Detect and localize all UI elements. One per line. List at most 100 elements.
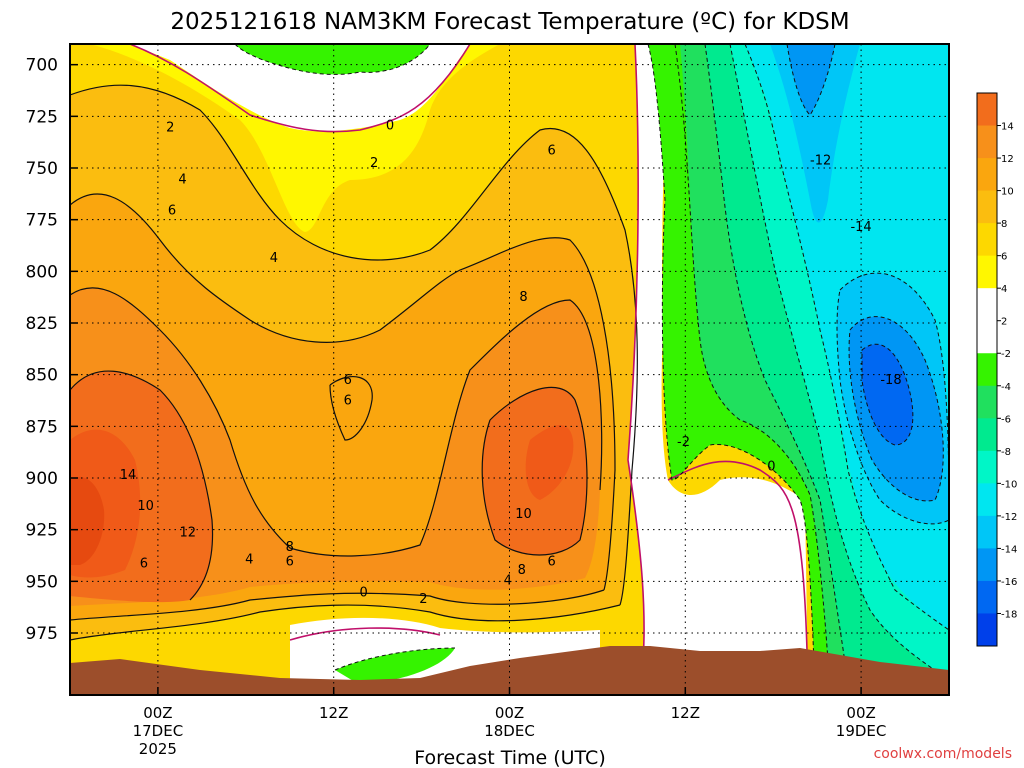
below-zero-line <box>861 343 914 446</box>
terrain <box>70 646 949 695</box>
colorbar-swatch <box>977 580 997 614</box>
band-12-14 <box>70 425 574 578</box>
x-tick-label: 19DEC <box>836 722 887 740</box>
x-tick-label: 00Z <box>495 704 524 722</box>
grid-lines <box>70 44 949 695</box>
temperature-field <box>70 44 949 695</box>
contour-label: -14 <box>850 220 871 235</box>
contour-label: 2 <box>166 121 174 136</box>
freezing-line <box>289 627 441 641</box>
contour-label: 8 <box>519 290 527 305</box>
band-minus-16-minus-18 <box>862 344 913 445</box>
below-zero-line <box>647 44 816 695</box>
below-zero-line <box>674 44 831 695</box>
colorbar-swatch <box>977 483 997 517</box>
x-tick-label: 12Z <box>319 704 348 722</box>
y-axis: 700 725 750 775 800 825 850 875 900 925 950 975 <box>26 56 78 644</box>
contour-label: -12 <box>810 154 831 169</box>
y-tick-label: 775 <box>26 211 58 231</box>
credit-text[interactable]: coolwx.com/models <box>874 746 1012 762</box>
y-tick-label: 900 <box>26 469 58 489</box>
contour-label: 10 <box>137 499 154 514</box>
colorbar-frame <box>976 92 998 647</box>
contour-label: 8 <box>518 563 526 578</box>
below-zero-line <box>744 44 949 631</box>
y-tick-label: 875 <box>26 417 58 437</box>
contour-label: 6 <box>344 373 352 388</box>
band-14-plus <box>70 476 105 565</box>
isotherm-line <box>70 193 616 591</box>
freezing-line <box>667 460 809 695</box>
y-tick-label: 975 <box>26 624 58 644</box>
y-tick-label: 825 <box>26 314 58 334</box>
y-tick-label: 850 <box>26 366 58 386</box>
colorbar-tick-label: 12 <box>1001 154 1014 165</box>
colorbar-tick-label: 8 <box>1001 219 1007 230</box>
isotherm-line <box>70 370 214 601</box>
colorbar-swatch <box>977 385 997 419</box>
below-zero-line <box>704 44 851 695</box>
contour-label: 4 <box>178 172 186 187</box>
contour-label: 2 <box>370 156 378 171</box>
colorbar-tick-label: 14 <box>1001 122 1014 133</box>
isotherm-line <box>70 84 638 606</box>
colorbar-swatch <box>977 450 997 484</box>
y-tick-label: 750 <box>26 159 58 179</box>
below-zero-line <box>729 44 949 681</box>
freezing-line <box>129 44 471 133</box>
y-tick-label: 700 <box>26 56 58 76</box>
band-10-12 <box>70 371 587 603</box>
colorbar-tick-label: 4 <box>1001 284 1007 295</box>
colorbar-swatch <box>977 515 997 549</box>
contour-label: 6 <box>140 557 148 572</box>
colorbar-swatch <box>977 613 997 647</box>
colorbar-swatch <box>977 418 997 452</box>
colorbar-tick-label: -16 <box>1001 577 1017 588</box>
below-zero-line <box>848 316 944 502</box>
x-axis-label: Forecast Time (UTC) <box>414 747 605 768</box>
contour-label: -18 <box>880 373 901 388</box>
x-tick-label: 00Z <box>846 704 875 722</box>
contour-label: 4 <box>504 573 512 588</box>
colorbar-tick-label: -4 <box>1001 382 1011 393</box>
colorbar-swatch <box>977 320 997 354</box>
y-tick-label: 725 <box>26 107 58 127</box>
contour-label: 6 <box>168 203 176 218</box>
contour-label: -2 <box>677 435 690 450</box>
colorbar-tick-label: -14 <box>1001 544 1017 555</box>
colorbar-swatch <box>977 223 997 257</box>
contour-label: 4 <box>270 251 278 266</box>
x-tick-label: 12Z <box>671 704 700 722</box>
contour-label: 0 <box>359 586 367 601</box>
chart-title: 2025121618 NAM3KM Forecast Temperature (… <box>170 9 849 35</box>
colorbar-swatch <box>977 288 997 322</box>
colorbar-tick-label: -2 <box>1001 349 1011 360</box>
y-tick-label: 925 <box>26 521 58 541</box>
isotherm-line <box>481 386 588 556</box>
colorbar-swatch <box>977 125 997 159</box>
below-zero-line <box>786 44 836 116</box>
colorbar-tick-label: -12 <box>1001 512 1017 523</box>
colorbar-tick-label: -6 <box>1001 414 1011 425</box>
contour-label: 14 <box>120 468 137 483</box>
colorbar-swatch <box>977 255 997 289</box>
band-freezing-surface <box>335 648 455 685</box>
contour-label: 6 <box>548 143 556 158</box>
x-tick-label: 00Z <box>143 704 172 722</box>
band-0-2-front <box>628 44 808 695</box>
colorbar: 14 12 10 8 6 4 2 -2 -4 -6 -8 -10 -12 -14 -16 -18 <box>976 92 1017 647</box>
below-zero-line <box>234 44 431 75</box>
below-zero-line <box>836 272 949 525</box>
colorbar-tick-label: -8 <box>1001 447 1011 458</box>
contour-label: 4 <box>245 553 253 568</box>
below-zero-lines <box>234 44 949 695</box>
isotherm-line <box>70 589 605 621</box>
colorbar-tick-label: -10 <box>1001 479 1017 490</box>
y-tick-label: 800 <box>26 262 58 282</box>
colorbar-tick-label: 2 <box>1001 317 1007 328</box>
contour-label: 6 <box>548 555 556 570</box>
contour-label: 12 <box>180 526 197 541</box>
band-freezing-aloft <box>235 44 430 75</box>
